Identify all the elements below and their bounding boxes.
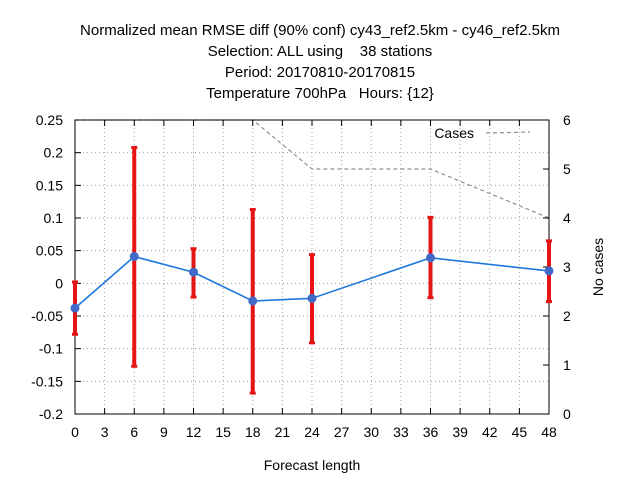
y2-tick-label: 1 [563,357,571,373]
y2-tick-label: 5 [563,161,571,177]
chart-title: Normalized mean RMSE diff (90% conf) cy4… [0,20,640,104]
legend-label-cases: Cases [434,125,474,141]
y-tick-label: 0 [55,275,63,291]
y-tick-label: 0.2 [44,145,64,161]
x-tick-label: 6 [130,424,138,440]
y2-tick-label: 0 [563,406,571,422]
x-tick-label: 24 [304,424,320,440]
data-point [129,252,139,262]
x-axis-ticks: 0 3 6 9 12 15 18 21 24 27 30 33 36 39 42 45 48 [71,120,557,440]
x-tick-label: 15 [215,424,231,440]
y-axis-ticks: 0.25 0.2 0.15 0.1 0.05 0 -0.05 -0.1 -0.15 -0.2 [31,112,81,422]
main-series [70,145,554,395]
x-tick-label: 30 [363,424,379,440]
y-tick-label: -0.1 [39,341,63,357]
data-point [70,303,80,313]
y-tick-label: -0.2 [39,406,63,422]
x-tick-label: 36 [423,424,439,440]
x-tick-label: 39 [452,424,468,440]
y-tick-label: 0.1 [44,210,64,226]
x-tick-label: 27 [334,424,350,440]
x-tick-label: 18 [245,424,261,440]
cases-line [75,119,550,219]
x-tick-label: 45 [512,424,528,440]
y-tick-label: -0.05 [31,308,63,324]
title-line-4: Temperature 700hPa Hours: {12} [206,85,434,102]
y-tick-label: 0.25 [36,112,63,128]
y2-tick-label: 2 [563,308,571,324]
y2-tick-label: 6 [563,112,571,128]
x-tick-label: 33 [393,424,409,440]
x-tick-label: 0 [71,424,79,440]
y-tick-label: 0.05 [36,243,63,259]
right-axis-ticks: 0 1 2 3 4 5 6 [543,112,571,422]
x-tick-label: 48 [541,424,557,440]
y2-tick-label: 4 [563,210,571,226]
y-tick-label: -0.15 [31,373,63,389]
x-tick-label: 9 [160,424,168,440]
title-line-3: Period: 20170810-20170815 [224,64,416,81]
title-line-1: Normalized mean RMSE diff (90% conf) cy4… [80,22,560,39]
cases-series [75,119,550,219]
x-tick-label: 3 [101,424,109,440]
x-axis-label: Forecast length [264,457,361,473]
x-tick-label: 21 [275,424,291,440]
x-tick-label: 12 [186,424,202,440]
data-point [426,253,435,263]
data-point [248,296,258,306]
data-point [189,267,198,277]
y2-tick-label: 3 [563,259,571,275]
legend: Cases [434,125,531,141]
legend-line-cases [485,131,531,134]
y-tick-label: 0.15 [36,177,63,193]
data-point [307,293,317,303]
x-tick-label: 42 [482,424,498,440]
title-line-2: Selection: ALL using 38 stations [207,43,433,60]
right-axis-label: No cases [590,238,606,296]
data-point [544,266,554,276]
